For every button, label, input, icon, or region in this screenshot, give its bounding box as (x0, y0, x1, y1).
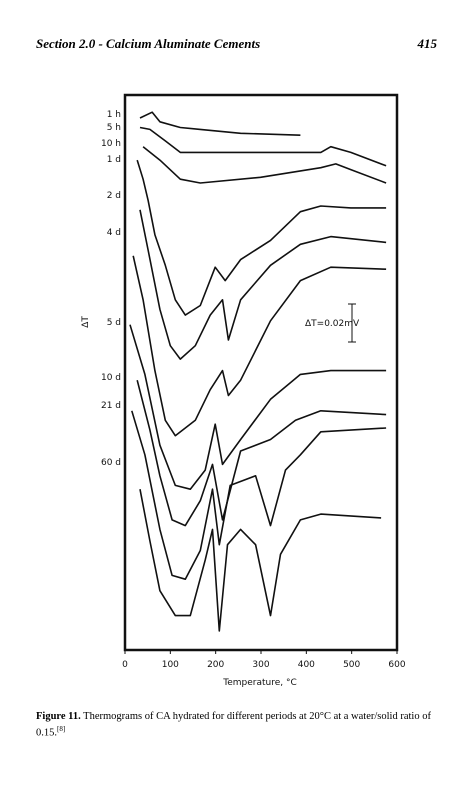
section-title: Section 2.0 - Calcium Aluminate Cements (36, 36, 261, 51)
x-axis-label: Temperature, °C (222, 678, 297, 688)
caption-reference: [8] (57, 725, 66, 733)
x-tick-label: 600 (388, 660, 405, 670)
series-label: 2 d (107, 191, 121, 201)
series-label: 4 d (107, 228, 121, 238)
scale-bar (348, 303, 356, 343)
chart: Temperature, °C ΔT ΔT=0.02mV 0 100 200 300 4… (81, 93, 406, 688)
series-label: 60 d (101, 458, 121, 468)
series-label: 5 h (107, 123, 121, 133)
thermogram-line (131, 410, 387, 580)
thermogram-line (139, 126, 387, 167)
series-label: 1 h (107, 110, 121, 120)
x-tick-label: 0 (122, 660, 128, 670)
x-tick-label: 300 (252, 660, 269, 670)
thermogram-line (136, 159, 387, 316)
x-tick-label: 400 (298, 660, 315, 670)
thermogram-line (142, 146, 387, 184)
series-label: 5 d (107, 318, 121, 328)
series-label: 10 d (101, 373, 121, 383)
caption-text: Thermograms of CA hydrated for different… (36, 711, 431, 739)
series-label: 10 h (101, 139, 121, 149)
series-label: 21 d (101, 401, 121, 411)
x-tick-label: 200 (207, 660, 224, 670)
thermogram-line (139, 489, 382, 632)
thermogram-line (139, 111, 301, 136)
x-tick-label: 100 (162, 660, 179, 670)
series-label: 1 d (107, 155, 121, 165)
caption-label: Figure 11. (36, 711, 81, 722)
page-number: 415 (417, 36, 438, 51)
y-axis-label: ΔT (81, 316, 91, 328)
thermogram-line (136, 380, 387, 527)
thermogram-line (139, 209, 387, 360)
x-tick-label: 500 (343, 660, 360, 670)
annotation: ΔT=0.02mV (305, 319, 360, 329)
caption: Figure 11. Thermograms of CA hydrated fo… (36, 710, 441, 740)
thermogram-line (129, 324, 387, 490)
thermogram-line (132, 255, 387, 437)
